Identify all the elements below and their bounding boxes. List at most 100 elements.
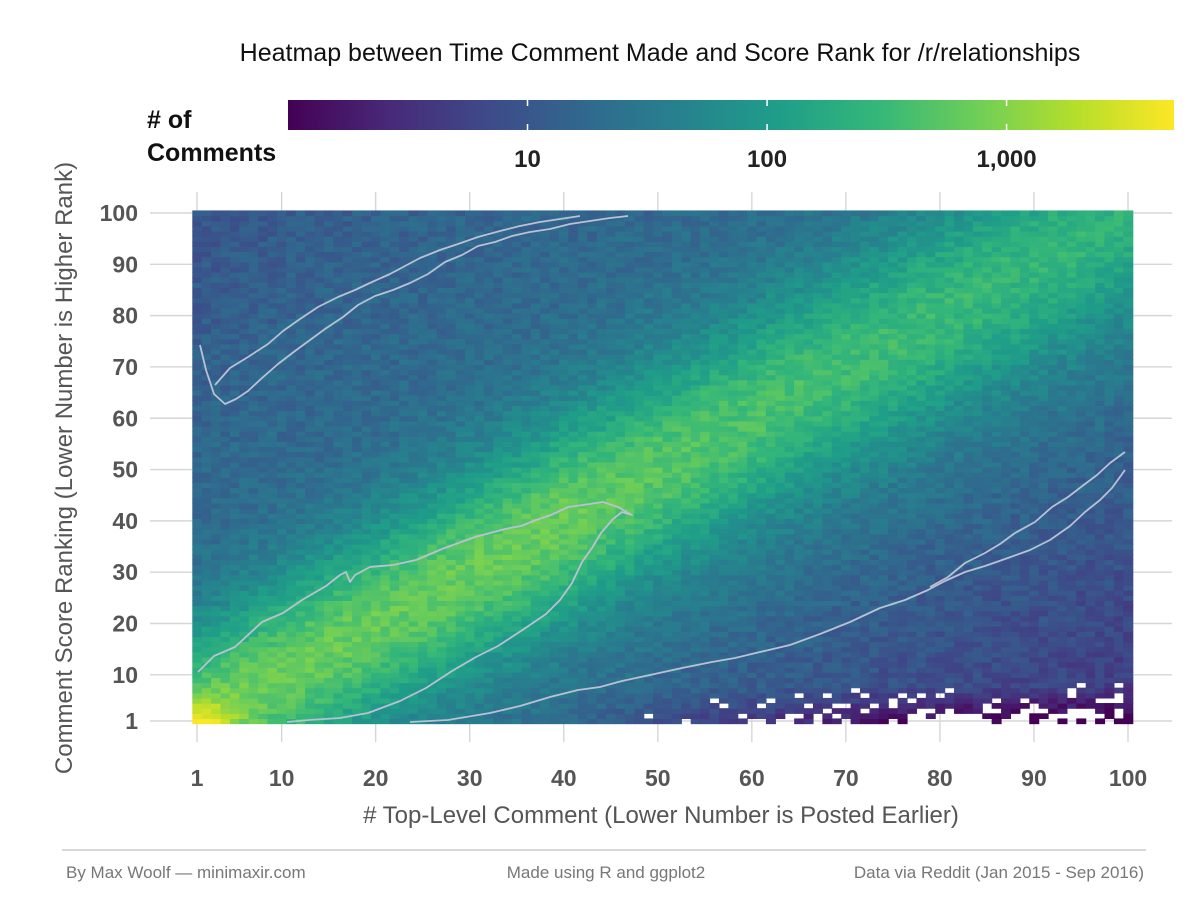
heatmap-cell (624, 477, 635, 483)
heatmap-cell (521, 354, 532, 360)
heatmap-cell (512, 687, 523, 694)
heatmap-cell (483, 574, 494, 581)
heatmap-cell (220, 456, 231, 463)
heatmap-cell (615, 277, 626, 283)
heatmap-cell (408, 538, 419, 545)
heatmap-cell (342, 528, 353, 535)
heatmap-cell (653, 631, 664, 637)
heatmap-cell (455, 425, 466, 432)
heatmap-cell (258, 615, 269, 622)
heatmap-cell (643, 554, 654, 560)
heatmap-cell (446, 307, 457, 314)
heatmap-cell (512, 646, 523, 653)
heatmap-cell (549, 564, 560, 571)
heatmap-cell (389, 641, 400, 648)
heatmap-cell (568, 472, 579, 478)
heatmap-cell (540, 615, 551, 622)
heatmap-cell (559, 543, 570, 550)
heatmap-cell (606, 277, 617, 283)
heatmap-cell (493, 472, 504, 478)
heatmap-cell (417, 251, 428, 258)
heatmap-cell (483, 718, 494, 725)
heatmap-cell (239, 348, 250, 355)
heatmap-cell (192, 282, 203, 288)
heatmap-cell (192, 641, 203, 648)
heatmap-cell (248, 292, 259, 299)
heatmap-cell (258, 687, 269, 694)
heatmap-cell (615, 579, 626, 586)
heatmap-cell (446, 431, 457, 437)
heatmap-cell (342, 677, 353, 684)
heatmap-cell (577, 292, 588, 299)
heatmap-cell (248, 251, 259, 258)
heatmap-cell (512, 554, 523, 560)
heatmap-cell (624, 230, 635, 237)
heatmap-cell (549, 579, 560, 586)
heatmap-cell (380, 318, 391, 324)
heatmap-cell (258, 395, 269, 401)
heatmap-cell (606, 502, 617, 509)
heatmap-cell (559, 431, 570, 437)
heatmap-cell (305, 641, 316, 648)
heatmap-cell (389, 415, 400, 422)
heatmap-cell (399, 533, 410, 540)
heatmap-cell (559, 538, 570, 545)
heatmap-cell (530, 451, 541, 458)
heatmap-cell (483, 364, 494, 371)
heatmap-cell (286, 461, 297, 468)
heatmap-cell (540, 369, 551, 376)
heatmap-cell (323, 513, 334, 519)
heatmap-cell (521, 656, 532, 663)
heatmap-cell (502, 554, 513, 560)
heatmap-cell (408, 461, 419, 468)
heatmap-cell (455, 687, 466, 694)
heatmap-cell (352, 672, 363, 678)
heatmap-cell (653, 467, 664, 473)
heatmap-cell (436, 492, 447, 499)
heatmap-cell (493, 246, 504, 253)
heatmap-cell (596, 718, 607, 725)
heatmap-cell (276, 487, 287, 494)
heatmap-cell (295, 307, 306, 314)
heatmap-cell (549, 369, 560, 376)
heatmap-cell (239, 508, 250, 514)
heatmap-cell (267, 574, 278, 581)
heatmap-cell (314, 682, 325, 689)
heatmap-cell (465, 390, 476, 396)
heatmap-cell (577, 713, 588, 720)
heatmap-cell (530, 682, 541, 689)
heatmap-cell (634, 533, 645, 540)
heatmap-cell (606, 251, 617, 258)
heatmap-cell (530, 661, 541, 668)
heatmap-cell (361, 364, 372, 371)
heatmap-cell (417, 390, 428, 396)
heatmap-cell (606, 359, 617, 365)
heatmap-cell (333, 543, 344, 550)
heatmap-cell (323, 415, 334, 422)
heatmap-cell (474, 543, 485, 550)
heatmap-cell (530, 395, 541, 401)
heatmap-cell (446, 595, 457, 602)
heatmap-cell (258, 656, 269, 663)
heatmap-cell (521, 246, 532, 253)
heatmap-cell (408, 251, 419, 258)
heatmap-cell (305, 354, 316, 360)
heatmap-cell (455, 328, 466, 335)
heatmap-cell (192, 538, 203, 545)
heatmap-cell (258, 210, 269, 217)
heatmap-cell (577, 538, 588, 545)
heatmap-cell (295, 615, 306, 622)
heatmap-cell (361, 620, 372, 627)
heatmap-cell (267, 441, 278, 448)
heatmap-cell (446, 379, 457, 386)
heatmap-cell (587, 492, 598, 499)
heatmap-cell (239, 626, 250, 632)
heatmap-cell (455, 472, 466, 478)
heatmap-cell (276, 569, 287, 576)
heatmap-cell (577, 543, 588, 550)
heatmap-cell (389, 518, 400, 525)
heatmap-cell (521, 272, 532, 278)
heatmap-cell (606, 287, 617, 294)
heatmap-cell (502, 631, 513, 637)
heatmap-cell (596, 415, 607, 422)
